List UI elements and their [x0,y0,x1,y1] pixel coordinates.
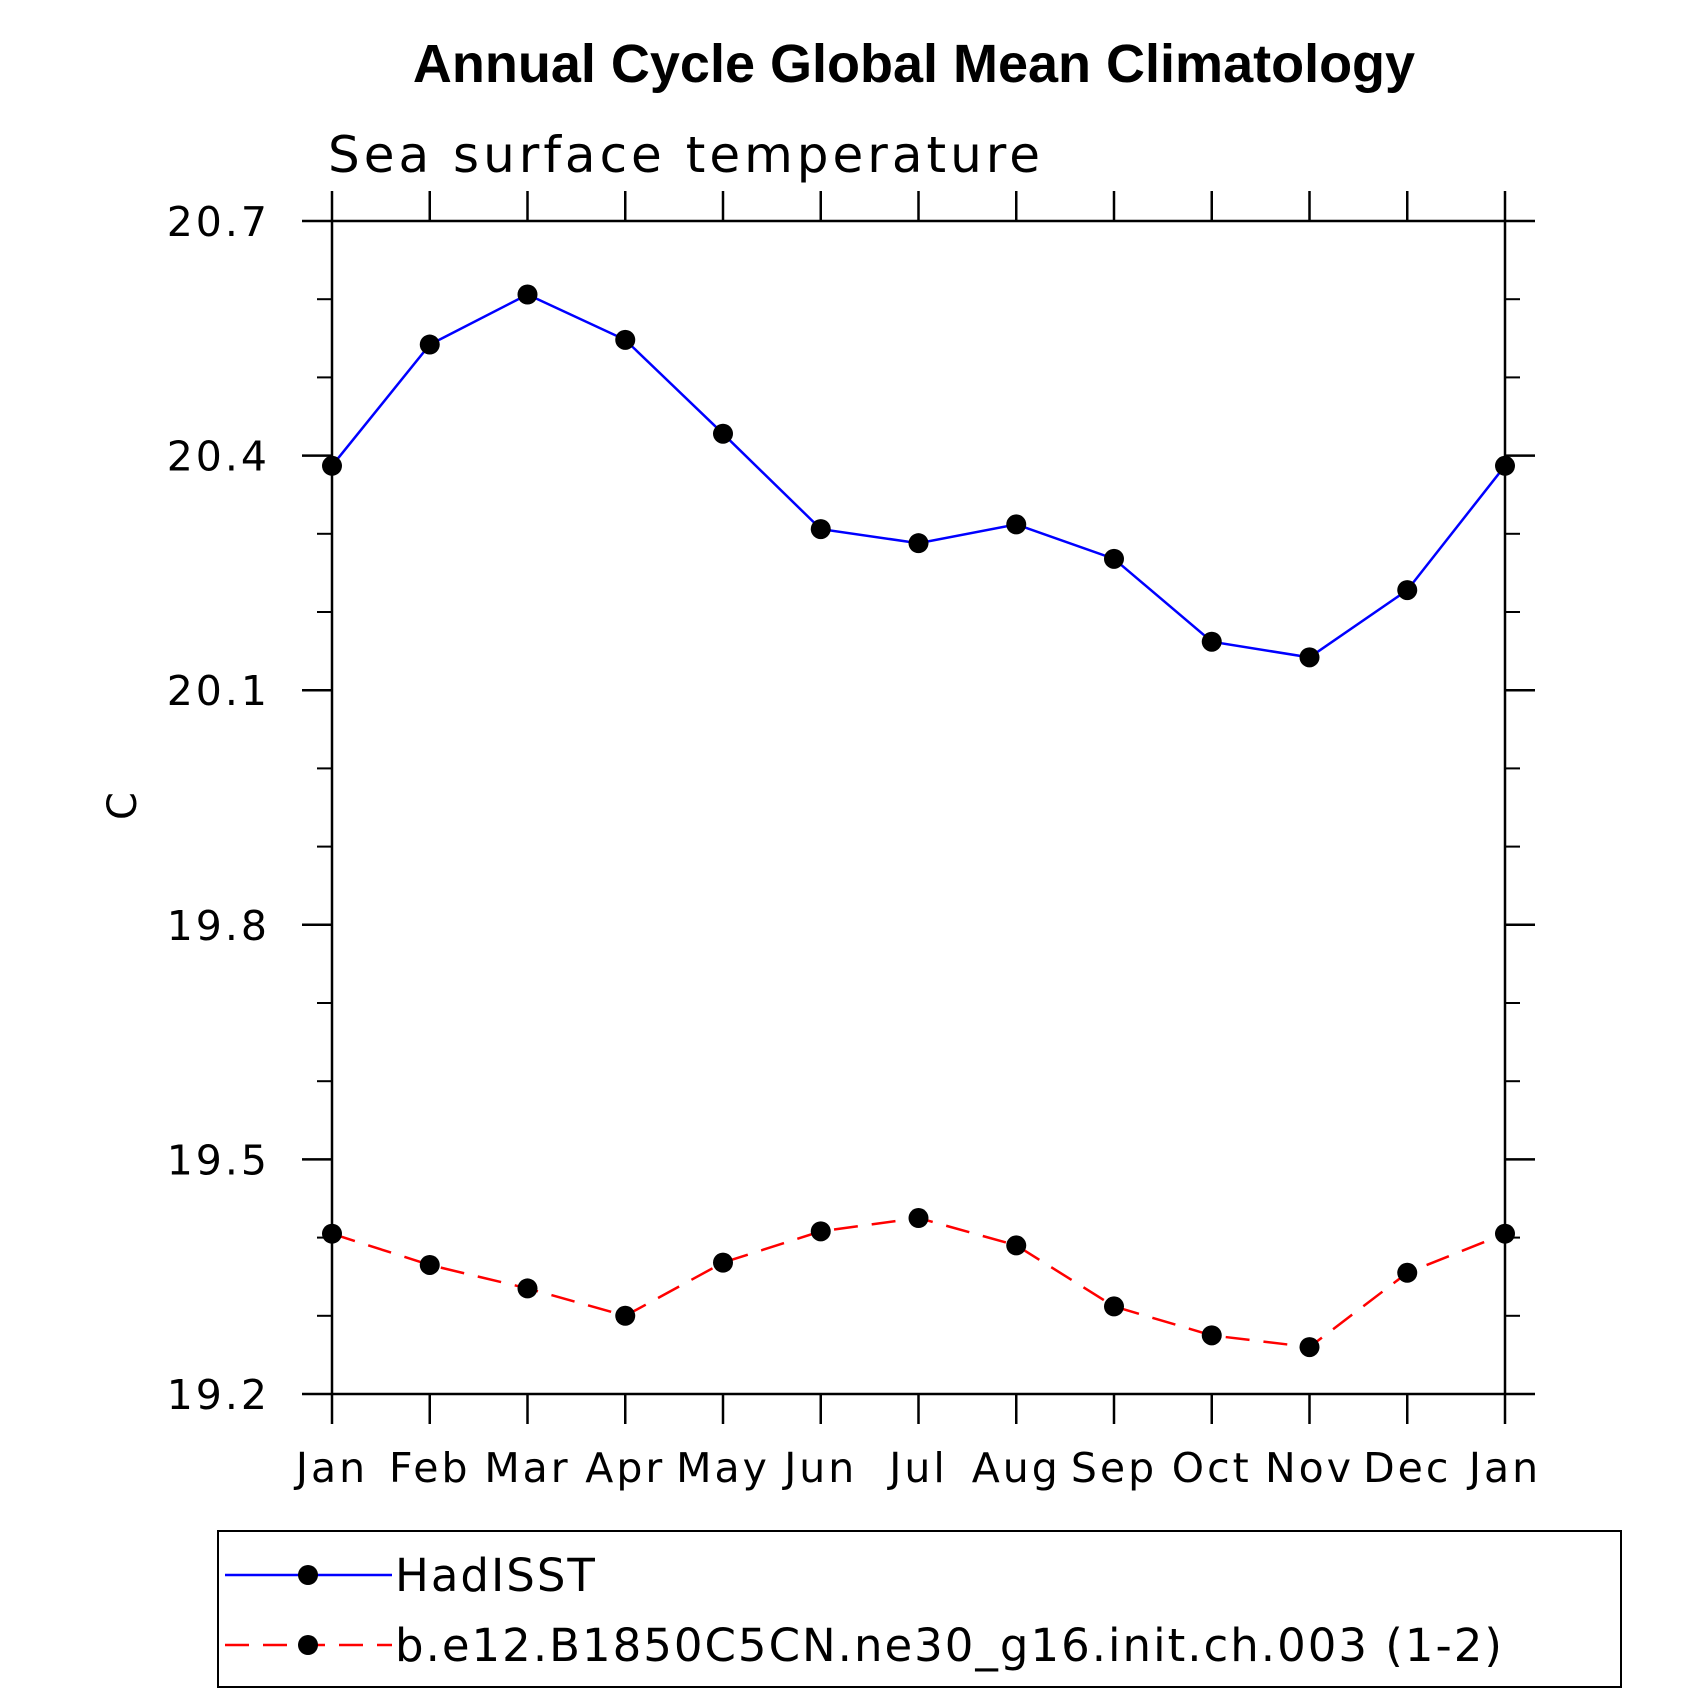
chart-title: Annual Cycle Global Mean Climatology [413,34,1415,94]
data-point-series-1 [517,1278,538,1299]
legend: HadISST b.e12.B1850C5CN.ne30_g16.init.ch… [217,1530,1622,1688]
legend-marker-model [298,1635,318,1655]
data-point-series-0 [1201,631,1222,652]
data-point-series-0 [517,284,538,305]
data-point-series-1 [1397,1262,1418,1283]
data-point-series-0 [1397,580,1418,601]
series-line-1 [331,1216,1506,1349]
x-tick-label: Aug [972,1444,1061,1492]
data-point-series-1 [713,1252,733,1273]
data-point-series-0 [419,334,440,355]
x-tick-label: Feb [389,1444,471,1492]
legend-box [217,1530,1622,1688]
x-tick-label: Jan [293,1444,368,1492]
data-point-series-1 [1104,1296,1124,1317]
legend-marker-hadisst [298,1565,318,1585]
series-lines [331,293,1506,1349]
y-tick-label: 19.8 [167,902,270,950]
axis-ticks [302,191,1535,1424]
series-markers [322,284,1515,1358]
series-line-0 [331,293,1506,659]
data-point-series-1 [419,1254,440,1275]
data-point-series-1 [1006,1235,1027,1256]
data-point-series-0 [908,533,929,554]
y-tick-label: 20.4 [167,433,270,481]
x-tick-label: Apr [585,1444,665,1492]
x-tick-label: Mar [484,1444,570,1492]
tick-labels: Jan Feb Mar Apr May Jun Jul Aug Sep Oct Nov Dec Jan 1… [167,198,1541,1492]
data-point-series-1 [908,1208,929,1229]
data-point-series-0 [1006,514,1027,535]
y-tick-label: 20.1 [167,667,270,715]
x-tick-label: Jun [781,1444,857,1492]
x-tick-label: Dec [1363,1444,1451,1492]
data-point-series-0 [1104,548,1124,569]
y-tick-label: 19.2 [167,1371,270,1419]
data-point-series-1 [1201,1325,1222,1346]
plot-frame [330,219,1507,1396]
data-point-series-0 [810,519,831,540]
x-tick-label: Jan [1466,1444,1541,1492]
x-tick-label: Oct [1172,1444,1252,1492]
data-point-series-1 [615,1305,636,1326]
data-point-series-1 [1299,1337,1320,1358]
y-tick-label: 20.7 [167,198,270,246]
data-point-series-1 [810,1221,831,1242]
x-tick-label: Nov [1265,1444,1354,1492]
y-tick-label: 19.5 [167,1136,270,1184]
data-point-series-0 [1299,647,1320,668]
x-tick-label: May [676,1444,770,1492]
legend-label-model: b.e12.B1850C5CN.ne30_g16.init.ch.003 (1-… [395,1619,1504,1672]
legend-label-hadisst: HadISST [395,1549,597,1602]
chart-subtitle: Sea surface temperature [328,126,1044,184]
x-tick-label: Jul [886,1444,947,1492]
data-point-series-0 [713,423,733,444]
data-point-series-0 [615,329,636,350]
x-tick-label: Sep [1071,1444,1157,1492]
y-axis-label: C [100,792,146,820]
